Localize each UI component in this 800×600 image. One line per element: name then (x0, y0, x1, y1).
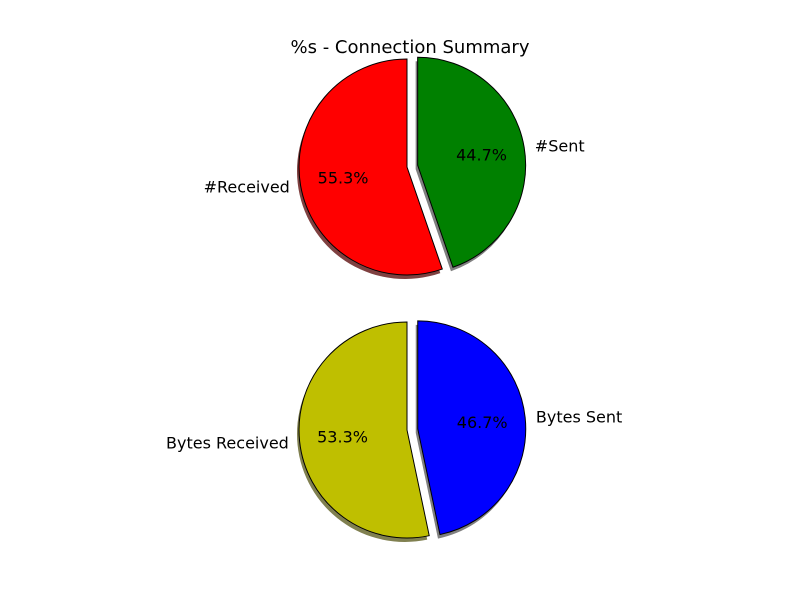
slice-percent-received: 55.3% (318, 169, 369, 188)
slice-label-sent: #Sent (535, 137, 585, 156)
slice-percent-bytes-received: 53.3% (317, 428, 368, 447)
slice-percent-bytes-sent: 46.7% (457, 413, 508, 432)
pie-slice-bytes-received (298, 321, 430, 539)
figure-title: %s - Connection Summary (291, 37, 530, 58)
pie-chart-bytes: Bytes Received 53.3% Bytes Sent 46.7% (166, 320, 622, 542)
pie-slice-received (298, 58, 443, 276)
slice-percent-sent: 44.7% (456, 145, 507, 164)
slice-label-bytes-sent: Bytes Sent (536, 408, 622, 427)
slice-label-received: #Received (204, 178, 290, 197)
pie-chart-connections: #Received 55.3% #Sent 44.7% (204, 56, 585, 279)
pie-slice-sent (417, 56, 527, 268)
pie-slice-bytes-sent (417, 320, 527, 536)
slice-label-bytes-received: Bytes Received (166, 433, 289, 452)
